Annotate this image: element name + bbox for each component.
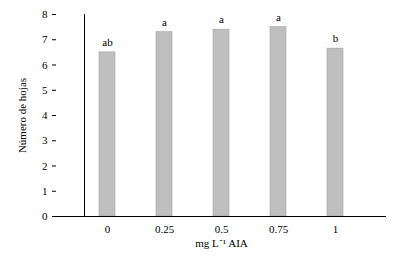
svg-text:a: a [276, 11, 281, 23]
svg-text:7: 7 [42, 33, 48, 45]
svg-text:mg L⁻¹ AIA: mg L⁻¹ AIA [195, 237, 248, 249]
svg-text:0: 0 [105, 223, 111, 235]
svg-text:b: b [333, 32, 339, 44]
svg-text:5: 5 [42, 84, 48, 96]
svg-text:6: 6 [42, 59, 48, 71]
svg-text:8: 8 [42, 8, 48, 20]
svg-text:3: 3 [42, 134, 48, 146]
svg-text:4: 4 [42, 109, 48, 121]
svg-text:ab: ab [102, 36, 113, 48]
svg-text:a: a [219, 13, 224, 25]
svg-text:1: 1 [42, 185, 48, 197]
svg-text:2: 2 [42, 160, 48, 172]
svg-text:0.25: 0.25 [155, 223, 175, 235]
svg-text:0.5: 0.5 [215, 223, 229, 235]
svg-text:Número de hojas: Número de hojas [16, 78, 28, 153]
svg-text:a: a [162, 16, 167, 28]
svg-text:0: 0 [42, 210, 48, 222]
svg-text:1: 1 [333, 223, 339, 235]
svg-text:0.75: 0.75 [269, 223, 289, 235]
